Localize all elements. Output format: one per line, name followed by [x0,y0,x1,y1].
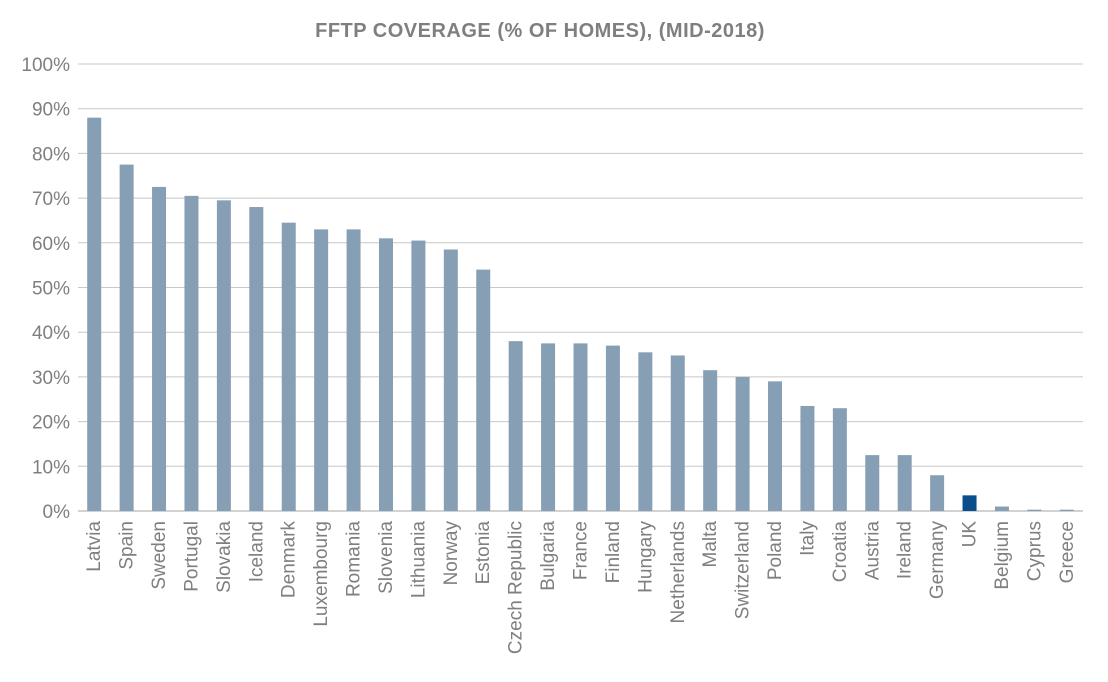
x-tick-label: Germany [927,521,948,600]
y-tick-label: 50% [32,279,70,300]
x-tick-label: Hungary [635,521,656,593]
x-tick-label: Cyprus [1024,521,1045,581]
x-tick-label: Italy [797,521,818,556]
y-tick-label: 70% [32,189,70,210]
x-tick-label: Malta [700,521,721,568]
x-tick-label: UK [960,521,981,548]
bar [1059,509,1074,511]
x-tick-label: Ireland [895,521,916,579]
bar [1027,509,1042,511]
x-tick-label: Latvia [84,521,105,572]
bar [573,343,588,511]
x-tick-label: Poland [765,521,786,580]
x-tick-label: Bulgaria [538,521,559,591]
y-tick-label: 60% [32,234,70,255]
bars [87,117,1074,512]
x-tick-label: Spain [117,521,138,570]
bar [314,229,329,511]
y-axis: 0% 10% 20% 30% 40% 50% 60% 70% 80% 90% 100% [21,55,70,523]
bar [605,345,620,511]
bar [735,376,750,511]
x-tick-label: Lithuania [408,521,429,599]
x-tick-label: Luxembourg [311,521,332,627]
bar [87,117,102,511]
x-tick-label: France [571,521,592,580]
x-tick-label: Netherlands [668,521,689,623]
x-tick-label: Estonia [473,521,494,585]
x-tick-label: Slovakia [214,521,235,593]
bar [216,200,231,511]
x-tick-label: Finland [603,521,624,583]
x-tick-label: Greece [1057,521,1078,583]
bar [541,343,556,511]
bar [962,495,977,511]
bar [832,408,847,511]
y-tick-label: 90% [32,100,70,121]
bar [411,240,426,511]
y-tick-label: 10% [32,457,70,478]
bar [768,381,783,511]
chart-title: FFTP COVERAGE (% OF HOMES), (MID-2018) [315,20,765,42]
bar [703,370,718,511]
x-tick-label: Norway [441,521,462,586]
y-tick-label: 0% [43,502,71,523]
x-tick-label: Croatia [830,521,851,583]
y-tick-label: 20% [32,413,70,434]
bar [476,269,491,511]
bar [443,249,458,511]
gridlines [78,63,1083,512]
bar [897,455,912,511]
bar [378,238,393,511]
x-tick-label: Austria [862,521,883,581]
bar [152,186,167,512]
bar [800,405,815,511]
y-tick-label: 40% [32,323,70,344]
x-tick-label: Belgium [992,521,1013,590]
x-tick-label: Slovenia [376,521,397,594]
bar [865,455,880,511]
bar [119,164,134,511]
x-tick-label: Portugal [181,521,202,592]
bar [930,475,945,511]
x-tick-label: Czech Republic [506,521,527,654]
y-tick-label: 80% [32,144,70,165]
y-tick-label: 30% [32,368,70,389]
bar [346,229,361,511]
x-tick-label: Switzerland [733,521,754,619]
bar [281,222,296,511]
bar [184,195,199,512]
x-axis: Latvia Spain Sweden Portugal Slovakia Iceland… [84,521,1078,655]
x-tick-label: Denmark [279,521,300,599]
bar [508,341,523,511]
x-tick-label: Romania [344,521,365,597]
bar [994,506,1009,511]
bar [249,207,264,512]
bar [670,355,685,511]
x-tick-label: Iceland [246,521,267,582]
bar [638,352,653,511]
y-tick-label: 100% [21,55,70,76]
x-tick-label: Sweden [149,521,170,590]
